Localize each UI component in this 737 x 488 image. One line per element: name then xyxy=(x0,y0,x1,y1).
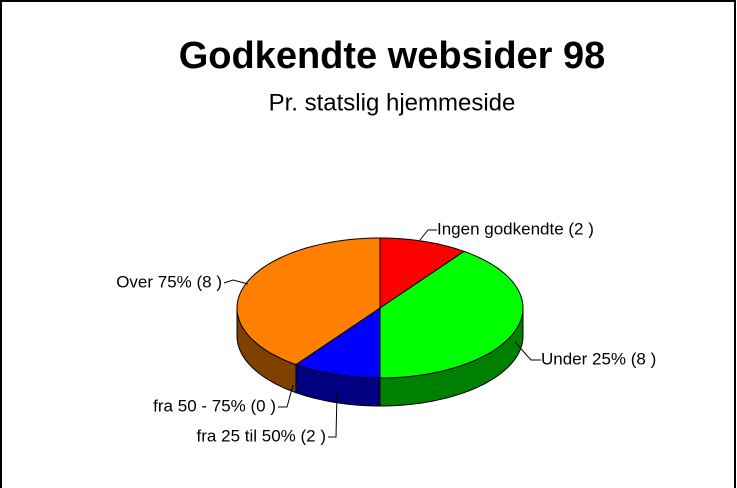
slice-label: Ingen godkendte (2 ) xyxy=(437,219,594,238)
chart-title: Godkendte websider 98 xyxy=(179,35,606,77)
leader-line xyxy=(328,391,338,438)
leader-line xyxy=(223,279,249,285)
slice-label: Over 75% (8 ) xyxy=(116,272,222,291)
slice-label: fra 25 til 50% (2 ) xyxy=(197,426,326,445)
slice xyxy=(379,250,524,379)
chart-subtitle: Pr. statslig hjemmeside xyxy=(269,89,516,116)
slice-label: fra 50 - 75% (0 ) xyxy=(153,396,276,415)
slice-label: Under 25% (8 ) xyxy=(541,349,656,368)
leader-line xyxy=(278,384,294,408)
leader-line xyxy=(514,341,541,361)
slice xyxy=(379,237,466,309)
slice xyxy=(236,237,381,366)
leader-line xyxy=(419,229,437,241)
slice xyxy=(294,307,381,379)
